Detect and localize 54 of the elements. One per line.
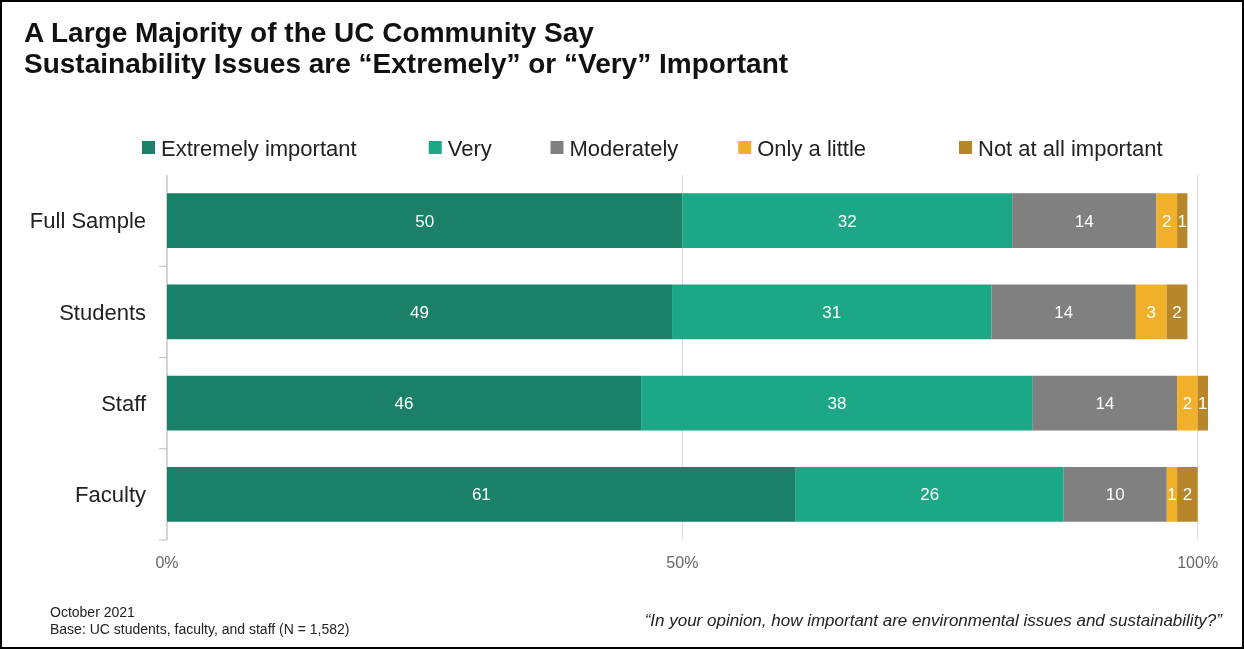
text: Base: UC students, faculty, and staff (N = 1,582) [50,621,350,637]
bar [795,467,1064,522]
data-label: 2 [1172,302,1182,322]
data-label: 3 [1146,302,1157,322]
data-label: 61 [471,485,491,505]
bar [682,193,1013,248]
bar [1012,193,1157,248]
y-tick-label: Faculty [75,482,146,508]
y-tick-label: Full Sample [29,208,146,234]
bar [1135,284,1167,340]
bar [641,375,1033,431]
bar [167,284,673,340]
data-label: 31 [822,302,842,322]
data-label: 46 [394,394,414,414]
data-label: 2 [1182,394,1193,414]
data-label: 1 [1167,485,1177,505]
data-label: 50 [415,211,435,231]
chart-title: A Large Majority of the UC Community Say Sustainability Issues are “Extremely” or “Very” Important [24,17,789,79]
bar [167,375,642,431]
data-label: 10 [1105,485,1125,505]
data-label: 1 [1177,211,1187,231]
data-label: 14 [1054,302,1074,322]
legend-label: Very [447,135,492,161]
data-label: 2 [1162,211,1172,231]
data-label: 49 [410,302,429,322]
legend-label: Only a little [757,135,867,161]
x-tick-label: 50% [666,554,699,571]
y-tick-label: Staff [101,390,147,416]
x-tick-label: 100% [1177,554,1219,571]
bar [167,467,796,522]
legend-label: Extremely important [161,135,357,161]
bar [1156,193,1178,248]
bar [991,284,1136,340]
legend-label: Not at all important [978,135,1163,161]
legend-label: Moderately [569,135,679,161]
data-label: 32 [837,211,857,231]
data-label: 38 [827,394,847,414]
bar [1177,375,1198,431]
bar [1032,375,1178,431]
bar [1197,375,1208,431]
data-label: 26 [920,485,940,505]
bar [167,193,683,248]
bar [672,284,992,340]
text: October 2021 [50,604,136,620]
data-label: 2 [1182,485,1193,505]
data-label: 14 [1095,394,1115,414]
data-label: 1 [1198,394,1208,414]
text: “In your opinion, how important are environmental issues and sustainability?” [644,611,1224,630]
y-tick-label: Students [59,299,146,325]
x-tick-label: 0% [155,554,179,571]
bar [1063,467,1167,522]
bar [1166,284,1188,340]
bar [1177,467,1198,522]
data-label: 14 [1074,211,1094,231]
